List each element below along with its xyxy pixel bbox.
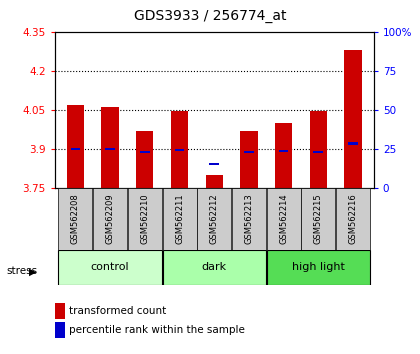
Bar — [102, 107, 119, 188]
Bar — [171, 111, 188, 188]
Bar — [58, 188, 92, 250]
Text: control: control — [91, 262, 129, 272]
Bar — [175, 149, 184, 151]
Text: GDS3933 / 256774_at: GDS3933 / 256774_at — [134, 9, 286, 23]
Text: GSM562214: GSM562214 — [279, 193, 288, 244]
Bar — [240, 131, 257, 188]
Bar — [136, 131, 153, 188]
Bar — [209, 162, 219, 165]
Text: high light: high light — [292, 262, 345, 272]
Bar — [279, 150, 289, 153]
Text: transformed count: transformed count — [69, 306, 167, 316]
Bar — [313, 151, 323, 154]
Bar — [275, 123, 292, 188]
Bar — [205, 175, 223, 188]
Bar — [232, 188, 266, 250]
Text: stress: stress — [6, 266, 37, 276]
Text: GSM562212: GSM562212 — [210, 193, 219, 244]
Bar — [105, 148, 115, 150]
Bar — [140, 151, 150, 154]
Bar — [67, 104, 84, 188]
Bar — [267, 250, 370, 285]
Bar — [93, 188, 127, 250]
Bar — [163, 250, 266, 285]
Bar — [163, 188, 197, 250]
Bar — [58, 250, 162, 285]
Text: percentile rank within the sample: percentile rank within the sample — [69, 325, 245, 335]
Text: GSM562211: GSM562211 — [175, 193, 184, 244]
Text: GSM562216: GSM562216 — [349, 193, 357, 244]
Text: GSM562213: GSM562213 — [244, 193, 253, 244]
Text: GSM562215: GSM562215 — [314, 193, 323, 244]
Bar — [344, 50, 362, 188]
Bar — [267, 188, 301, 250]
Bar — [244, 151, 254, 154]
Bar — [336, 188, 370, 250]
Text: GSM562209: GSM562209 — [105, 193, 115, 244]
Bar — [301, 188, 335, 250]
Bar — [128, 188, 162, 250]
Text: ▶: ▶ — [29, 267, 36, 276]
Bar — [71, 148, 80, 150]
Bar — [310, 111, 327, 188]
Text: GSM562210: GSM562210 — [140, 193, 149, 244]
Bar — [348, 142, 358, 145]
Text: dark: dark — [202, 262, 227, 272]
Text: GSM562208: GSM562208 — [71, 193, 80, 244]
Bar — [197, 188, 231, 250]
